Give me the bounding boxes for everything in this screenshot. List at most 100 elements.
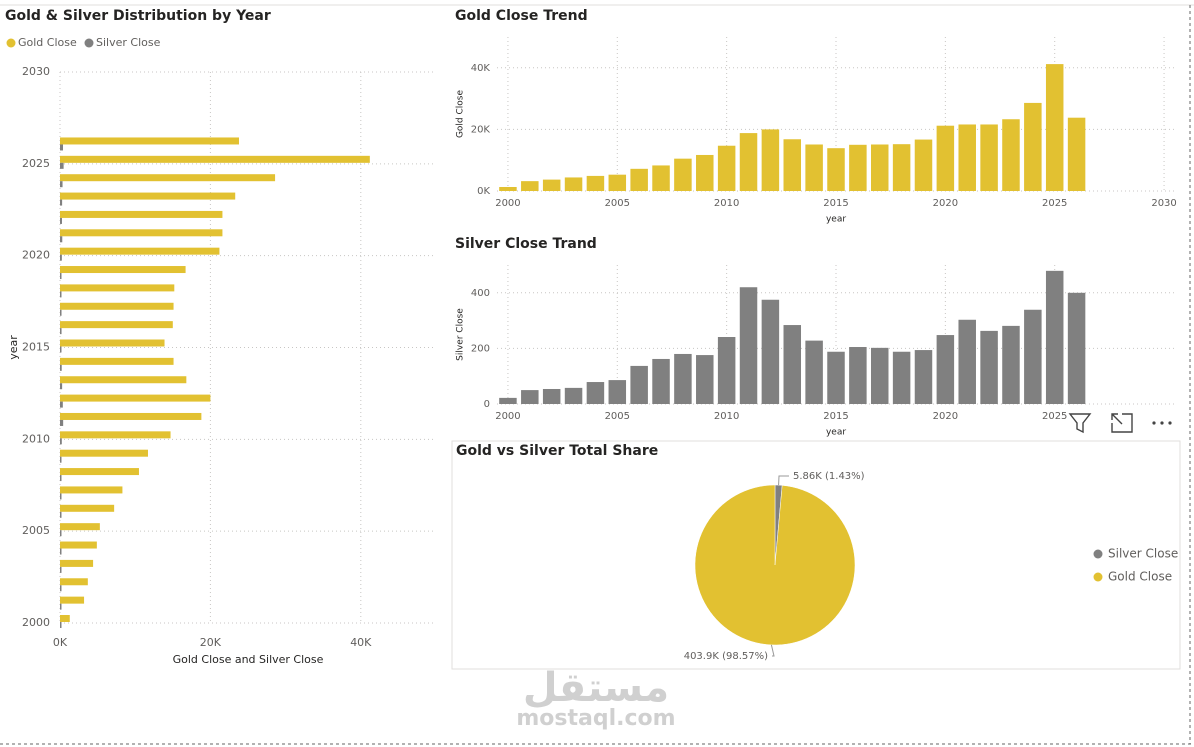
bar [60, 284, 175, 292]
y-tick-label: 40K [471, 63, 491, 74]
bar [630, 168, 648, 191]
bar [60, 162, 64, 169]
bar [60, 566, 62, 573]
bar [60, 229, 223, 237]
y-tick-label: 2010 [22, 432, 50, 445]
bar [60, 291, 62, 298]
y-tick-label: 2025 [22, 157, 50, 170]
focus-icon[interactable] [1111, 413, 1133, 433]
bar [60, 511, 62, 518]
bar [870, 144, 889, 191]
bar [60, 192, 236, 200]
x-tick-label: 2030 [1151, 198, 1176, 209]
legend-label: Gold Close [18, 36, 77, 49]
bar [499, 397, 517, 404]
bar [783, 325, 802, 404]
bar [914, 350, 933, 404]
bar [827, 148, 845, 191]
y-tick-label: 2005 [22, 524, 50, 537]
bar [60, 456, 62, 463]
bar [1045, 64, 1064, 191]
y-tick-label: 20K [471, 124, 491, 135]
leader-line [778, 475, 789, 486]
bar [60, 383, 63, 390]
data-label: 5.86K (1.43%) [793, 471, 865, 482]
legend-marker [6, 38, 16, 48]
bar [60, 346, 62, 353]
bar [60, 596, 85, 604]
bar [761, 129, 780, 191]
bar [630, 365, 648, 404]
bar [60, 603, 62, 610]
filter-icon[interactable] [1068, 413, 1092, 434]
bar [958, 124, 976, 191]
bar [608, 380, 627, 404]
y-axis-title: year [7, 335, 20, 360]
y-tick-label: 0 [484, 399, 490, 410]
bar [521, 181, 539, 191]
bar [717, 145, 736, 191]
bar [849, 144, 867, 191]
x-tick-label: 2000 [495, 198, 520, 209]
visual-header-icons[interactable] [1068, 413, 1172, 434]
bar [564, 387, 583, 404]
bar [60, 431, 171, 439]
bar [60, 438, 62, 445]
bar [717, 337, 736, 404]
chart-title: Gold vs Silver Total Share [456, 443, 658, 459]
leader-line [770, 644, 775, 657]
bar [60, 523, 100, 531]
bar [60, 309, 62, 316]
x-tick-label: 2020 [933, 411, 958, 422]
x-tick-label: 2005 [605, 411, 630, 422]
bar [60, 254, 62, 261]
bar [60, 181, 63, 188]
bar [60, 376, 187, 384]
x-tick-label: 20K [200, 636, 222, 649]
chart-title: Gold & Silver Distribution by Year [5, 8, 271, 24]
bar [60, 394, 211, 402]
bar [60, 302, 174, 310]
bar [608, 174, 627, 191]
bar [542, 179, 561, 191]
bar [60, 364, 62, 371]
pie-slice [694, 484, 856, 646]
bar [892, 144, 911, 191]
x-tick-label: 2015 [823, 198, 848, 209]
bar [586, 382, 605, 404]
bar [521, 390, 539, 404]
bar [827, 351, 845, 404]
bar [60, 468, 139, 476]
bar [60, 217, 62, 224]
bar [652, 358, 670, 404]
bar [60, 578, 88, 586]
bar [60, 210, 223, 218]
y-tick-label: 2015 [22, 341, 50, 354]
more-options[interactable] [1152, 421, 1172, 425]
y-tick-label: 0K [477, 186, 490, 197]
bar [936, 125, 955, 191]
bar [60, 266, 186, 274]
bar [60, 199, 63, 206]
x-tick-label: 2005 [605, 198, 630, 209]
legend-label: Gold Close [1108, 570, 1172, 584]
x-tick-label: 2025 [1042, 198, 1067, 209]
bar [936, 335, 955, 404]
bar [805, 144, 823, 191]
chart-title: Gold Close Trend [455, 8, 588, 24]
legend-marker [1093, 549, 1103, 559]
legend-marker [84, 38, 94, 48]
x-tick-label: 2010 [714, 411, 739, 422]
bar [60, 236, 63, 243]
x-tick-label: 2010 [714, 198, 739, 209]
bar [1067, 117, 1086, 191]
bar [739, 133, 758, 191]
bar [564, 177, 583, 191]
bar [980, 330, 998, 404]
x-tick-label: 2000 [495, 411, 520, 422]
bar [60, 585, 62, 592]
bar [499, 186, 517, 191]
y-tick-label: 2020 [22, 249, 50, 262]
bar [60, 321, 173, 329]
bar [60, 475, 62, 482]
